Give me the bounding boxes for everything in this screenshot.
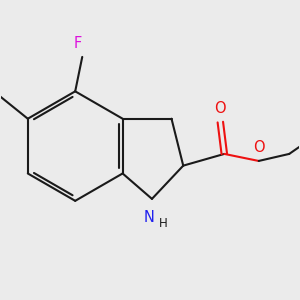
Text: O: O	[253, 140, 265, 155]
FancyBboxPatch shape	[251, 140, 266, 155]
Text: F: F	[74, 36, 82, 51]
Text: N: N	[143, 210, 154, 225]
FancyBboxPatch shape	[70, 35, 86, 51]
Text: H: H	[159, 217, 168, 230]
FancyBboxPatch shape	[212, 100, 228, 116]
Text: O: O	[214, 101, 226, 116]
FancyBboxPatch shape	[140, 209, 158, 226]
